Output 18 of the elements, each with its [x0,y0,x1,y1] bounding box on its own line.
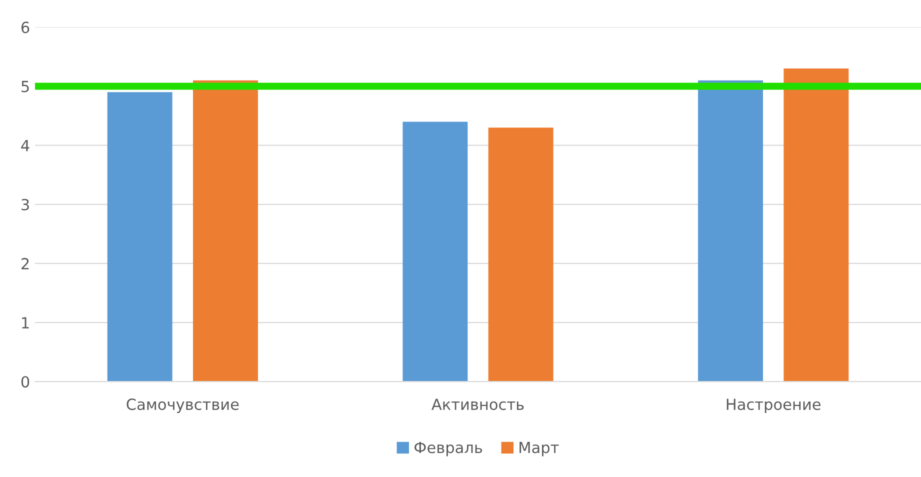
y-tick-label: 2 [22,258,29,270]
x-tick-label: Активность [432,398,524,410]
bar [107,92,172,382]
y-tick-label: 5 [22,80,29,92]
x-tick-label: Самочувствие [126,398,239,414]
bar [784,68,849,382]
legend-label: Февраль [414,442,482,456]
bar [488,128,554,382]
bar [193,80,258,382]
x-tick-label: Настроение [726,398,820,414]
legend-label: Март [520,442,559,456]
y-tick-label: 6 [21,22,30,34]
y-tick-label: 1 [22,317,29,328]
bar [698,80,763,382]
bar [402,122,468,382]
y-tick-label: 0 [21,376,30,388]
y-tick-label: 3 [22,198,29,210]
y-tick-label: 4 [21,140,30,152]
